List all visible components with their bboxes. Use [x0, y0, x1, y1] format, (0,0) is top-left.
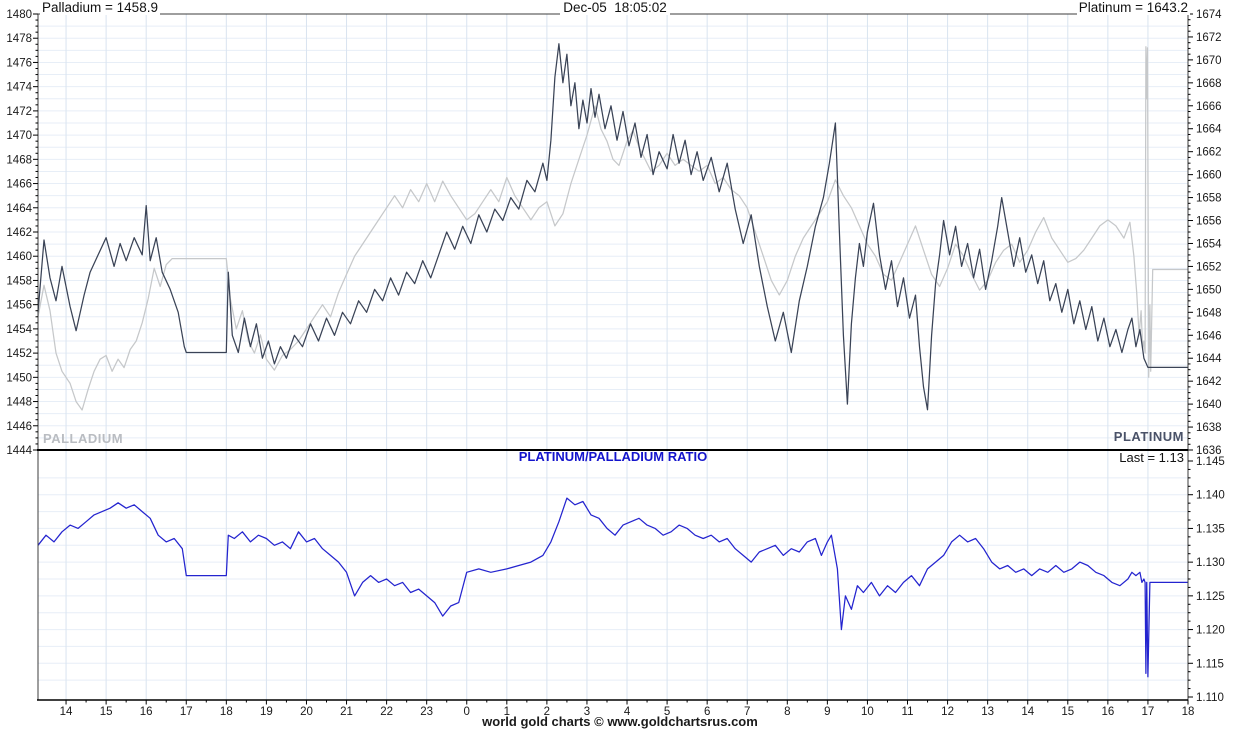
left-axis-tick-label: 1478 [6, 33, 32, 45]
right-axis-tick-label: 1638 [1196, 422, 1222, 434]
right-axis-tick-label: 1652 [1196, 261, 1222, 273]
right-axis-tick-label: 1646 [1196, 330, 1222, 342]
right-axis-tick-label: 1640 [1196, 399, 1222, 411]
x-axis-tick-label: 14 [60, 706, 73, 718]
x-axis-tick-label: 15 [100, 706, 113, 718]
ratio-axis-tick-label: 1.115 [1196, 658, 1224, 670]
ratio-axis-tick-label: 1.120 [1196, 625, 1225, 637]
x-axis-tick-label: 12 [941, 706, 954, 718]
platinum-quote: Platinum = 1643.2 [1076, 0, 1190, 15]
x-axis-tick-label: 13 [981, 706, 994, 718]
left-axis-tick-label: 1462 [6, 227, 32, 239]
right-axis-tick-label: 1644 [1196, 353, 1222, 365]
left-axis-tick-label: 1466 [6, 179, 32, 191]
x-axis-tick-label: 2 [544, 706, 550, 718]
ratio-axis-tick-label: 1.145 [1196, 456, 1225, 468]
right-axis-tick-label: 1664 [1196, 124, 1222, 136]
x-axis-tick-label: 17 [1142, 706, 1155, 718]
right-axis-tick-label: 1668 [1196, 78, 1222, 90]
left-axis-tick-label: 1454 [6, 324, 32, 336]
x-axis-tick-label: 22 [380, 706, 393, 718]
palladium-quote: Palladium = 1458.9 [40, 0, 160, 15]
left-axis-tick-label: 1452 [6, 348, 32, 360]
left-axis-tick-label: 1470 [6, 130, 32, 142]
right-axis-tick-label: 1648 [1196, 307, 1222, 319]
right-axis-tick-label: 1662 [1196, 147, 1222, 159]
right-axis-tick-label: 1656 [1196, 216, 1222, 228]
x-axis-tick-label: 0 [464, 706, 470, 718]
ratio-axis-tick-label: 1.110 [1196, 692, 1224, 704]
left-axis-tick-label: 1458 [6, 275, 32, 287]
x-axis-tick-label: 15 [1061, 706, 1074, 718]
right-axis-tick-label: 1666 [1196, 101, 1222, 113]
x-axis-tick-label: 23 [420, 706, 433, 718]
right-axis-tick-label: 1650 [1196, 284, 1222, 296]
left-axis-tick-label: 1464 [6, 203, 32, 215]
ratio-axis-tick-label: 1.135 [1196, 523, 1225, 535]
right-axis-tick-label: 1658 [1196, 193, 1222, 205]
x-axis-tick-label: 16 [1101, 706, 1114, 718]
x-axis-tick-label: 8 [784, 706, 790, 718]
x-axis-tick-label: 14 [1021, 706, 1034, 718]
left-axis-tick-label: 1472 [6, 106, 32, 118]
x-axis-tick-label: 4 [624, 706, 631, 718]
x-axis-tick-label: 21 [340, 706, 353, 718]
x-axis-tick-label: 17 [180, 706, 193, 718]
datetime-label: Dec-05 18:05:02 [38, 0, 1192, 15]
x-axis-tick-label: 16 [140, 706, 153, 718]
right-axis-tick-label: 1636 [1196, 445, 1222, 457]
left-axis-tick-label: 1448 [6, 397, 32, 409]
left-axis-tick-label: 1476 [6, 57, 32, 69]
platinum-series-label: PLATINUM [1113, 429, 1184, 444]
ratio-last-value: Last = 1.13 [1119, 450, 1184, 465]
right-axis-tick-label: 1642 [1196, 376, 1222, 388]
ratio-series-line [37, 497, 1188, 678]
right-axis-tick-label: 1660 [1196, 170, 1222, 182]
ratio-axis-tick-label: 1.125 [1196, 591, 1225, 603]
right-axis-tick-label: 1654 [1196, 238, 1222, 250]
palladium-series-line [37, 46, 1188, 411]
right-axis-tick-label: 1670 [1196, 55, 1222, 67]
right-axis-tick-label: 1674 [1196, 9, 1222, 21]
ratio-axis-tick-label: 1.140 [1196, 490, 1225, 502]
left-axis-tick-label: 1474 [6, 82, 32, 94]
ratio-axis-tick-label: 1.130 [1196, 557, 1225, 569]
right-axis-tick-label: 1672 [1196, 32, 1222, 44]
left-axis-tick-label: 1468 [6, 154, 32, 166]
x-axis-tick-label: 18 [1182, 706, 1195, 718]
x-axis-tick-label: 10 [861, 706, 874, 718]
left-axis-tick-label: 1444 [6, 445, 32, 457]
left-axis-tick-label: 1460 [6, 251, 32, 263]
x-axis-tick-label: 1 [504, 706, 510, 718]
left-axis-tick-label: 1480 [6, 9, 32, 21]
x-axis-tick-label: 9 [824, 706, 830, 718]
footer-credit: world gold charts © www.goldchartsrus.co… [482, 714, 758, 729]
left-axis-tick-label: 1456 [6, 300, 32, 312]
x-axis-tick-label: 3 [584, 706, 590, 718]
datetime-text: Dec-05 18:05:02 [560, 0, 670, 15]
left-axis-tick-label: 1450 [6, 372, 32, 384]
left-axis-tick-label: 1446 [6, 421, 32, 433]
platinum-series-line [37, 43, 1188, 411]
x-axis-tick-label: 5 [664, 706, 670, 718]
x-axis-tick-label: 20 [300, 706, 313, 718]
x-axis-tick-label: 11 [902, 706, 914, 718]
ratio-chart-title: PLATINUM/PALLADIUM RATIO [518, 449, 708, 464]
x-axis-tick-label: 19 [260, 706, 273, 718]
palladium-series-label: PALLADIUM [43, 431, 124, 446]
x-axis-tick-label: 6 [704, 706, 710, 718]
x-axis-tick-label: 7 [744, 706, 750, 718]
x-axis-tick-label: 18 [220, 706, 233, 718]
